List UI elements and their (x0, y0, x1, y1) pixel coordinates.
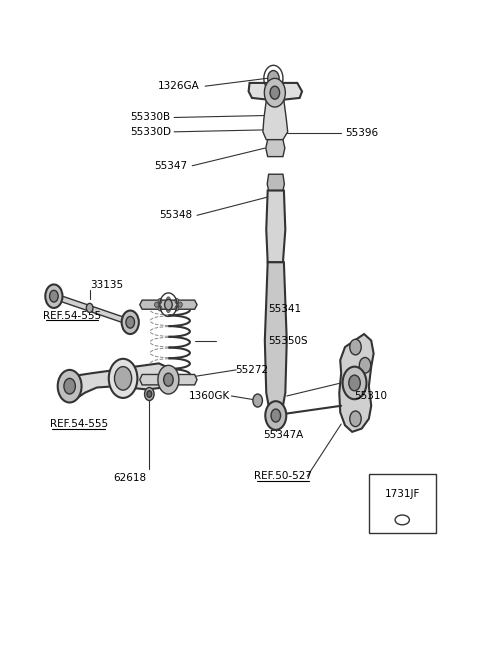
Text: 1731JF: 1731JF (384, 489, 420, 499)
Text: REF.54-555: REF.54-555 (49, 419, 108, 429)
Circle shape (144, 388, 154, 401)
Circle shape (167, 297, 170, 302)
Circle shape (155, 302, 158, 307)
Circle shape (270, 86, 280, 99)
Polygon shape (140, 300, 197, 309)
Circle shape (179, 302, 182, 307)
Text: 55341: 55341 (269, 304, 302, 314)
Circle shape (64, 379, 75, 394)
Circle shape (86, 303, 93, 312)
Circle shape (115, 367, 132, 390)
Polygon shape (266, 140, 285, 157)
Circle shape (158, 306, 162, 311)
Circle shape (49, 290, 58, 302)
Circle shape (147, 391, 152, 398)
Circle shape (158, 365, 179, 394)
Text: 55348: 55348 (159, 210, 192, 220)
Text: 55330D: 55330D (130, 127, 171, 137)
Polygon shape (63, 364, 178, 400)
Bar (369, 474, 436, 533)
Circle shape (109, 359, 137, 398)
Polygon shape (267, 174, 284, 191)
Circle shape (253, 394, 263, 407)
Text: REF.54-555: REF.54-555 (43, 310, 101, 321)
Polygon shape (263, 100, 288, 140)
Circle shape (350, 339, 361, 355)
Circle shape (265, 402, 286, 430)
Text: 55347A: 55347A (263, 430, 303, 440)
Text: 1326GA: 1326GA (158, 81, 199, 91)
Circle shape (158, 299, 162, 303)
Ellipse shape (395, 515, 409, 525)
Circle shape (164, 373, 173, 386)
Circle shape (58, 370, 82, 403)
Text: 55272: 55272 (235, 365, 268, 375)
Circle shape (167, 307, 170, 312)
Circle shape (360, 358, 371, 373)
Text: 55396: 55396 (345, 128, 378, 138)
Text: 55330B: 55330B (131, 113, 171, 122)
Circle shape (264, 79, 285, 107)
Circle shape (268, 71, 279, 86)
Polygon shape (339, 334, 373, 432)
Polygon shape (266, 191, 285, 262)
Text: 55350S: 55350S (269, 335, 308, 346)
Polygon shape (249, 83, 302, 100)
Text: REF.50-527: REF.50-527 (254, 471, 312, 481)
Text: 1360GK: 1360GK (189, 391, 230, 401)
Text: 55347: 55347 (155, 160, 188, 171)
Text: 55310: 55310 (355, 391, 387, 401)
Text: 1731JF: 1731JF (384, 489, 420, 499)
Text: 62618: 62618 (114, 472, 147, 483)
Circle shape (45, 284, 62, 308)
Circle shape (165, 299, 172, 310)
Polygon shape (265, 262, 287, 405)
Circle shape (126, 316, 134, 328)
Circle shape (349, 375, 360, 391)
Circle shape (271, 409, 281, 422)
Circle shape (350, 411, 361, 426)
Text: 33135: 33135 (90, 280, 123, 290)
Circle shape (175, 306, 179, 311)
Circle shape (175, 299, 179, 303)
Polygon shape (140, 375, 197, 385)
Circle shape (343, 367, 366, 400)
Circle shape (121, 310, 139, 334)
